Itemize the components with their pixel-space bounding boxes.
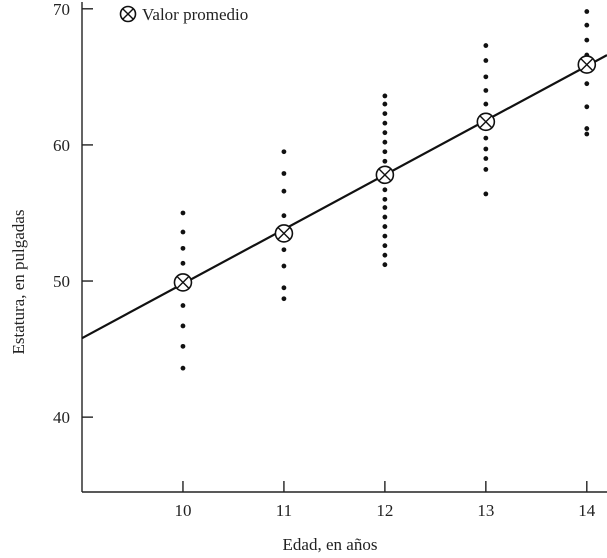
axes — [81, 2, 607, 493]
legend: Valor promedio — [119, 5, 248, 24]
data-point — [483, 101, 489, 107]
data-point — [281, 296, 287, 302]
data-point — [281, 171, 287, 176]
data-point — [180, 323, 186, 329]
data-point — [180, 343, 186, 349]
data-point — [382, 149, 388, 155]
x-axis-label: Edad, en años — [283, 535, 378, 554]
data-point — [584, 126, 590, 131]
data-point — [483, 74, 489, 80]
x-tick-label: 11 — [276, 501, 292, 520]
data-point — [382, 196, 388, 202]
data-point — [382, 233, 388, 239]
data-point — [382, 93, 388, 99]
y-axis-ticks: 40 50 60 70 — [53, 0, 93, 427]
data-point — [281, 247, 287, 253]
data-point — [281, 285, 287, 291]
data-point — [382, 130, 388, 136]
data-point — [584, 37, 590, 43]
legend-label: Valor promedio — [142, 5, 248, 24]
data-point — [281, 213, 287, 219]
data-point — [180, 245, 186, 251]
data-point — [382, 224, 388, 229]
y-axis-label: Estatura, en pulgadas — [9, 210, 28, 355]
data-point — [180, 365, 186, 371]
data-point — [281, 263, 287, 269]
data-point — [483, 58, 489, 63]
average-marker — [274, 224, 294, 243]
data-point — [382, 262, 388, 268]
data-point — [382, 252, 388, 258]
data-point — [281, 149, 287, 155]
data-point — [382, 139, 388, 145]
regression-line-group — [81, 54, 607, 340]
y-tick-label: 70 — [53, 0, 70, 19]
data-point — [483, 43, 489, 48]
data-point — [382, 101, 388, 107]
data-point — [584, 104, 590, 110]
data-point — [483, 88, 489, 93]
x-axis-ticks: 10 11 12 13 14 — [174, 481, 596, 520]
average-marker — [476, 112, 496, 132]
data-point — [584, 81, 590, 87]
data-point — [483, 167, 489, 172]
regression-line — [81, 54, 607, 340]
average-marker — [375, 165, 395, 185]
data-point — [382, 158, 388, 164]
data-point — [382, 111, 388, 117]
average-marker — [173, 273, 193, 292]
average-markers — [173, 55, 597, 292]
y-tick-label: 60 — [53, 136, 70, 155]
y-tick-label: 50 — [53, 272, 70, 291]
data-point — [180, 210, 186, 216]
data-point — [584, 131, 590, 137]
data-point — [382, 187, 388, 193]
data-point — [180, 229, 186, 235]
data-point — [584, 9, 590, 14]
x-tick-label: 13 — [477, 501, 494, 520]
data-points — [180, 9, 590, 371]
data-point — [180, 303, 186, 308]
data-point — [382, 214, 388, 220]
data-point — [584, 22, 590, 28]
data-point — [382, 243, 388, 249]
x-tick-label: 10 — [174, 501, 191, 520]
x-tick-label: 14 — [578, 501, 596, 520]
data-point — [382, 120, 388, 126]
data-point — [180, 260, 186, 266]
data-point — [483, 191, 489, 197]
data-point — [382, 205, 388, 210]
x-tick-label: 12 — [376, 501, 393, 520]
data-point — [483, 135, 489, 141]
data-point — [483, 156, 489, 161]
y-tick-label: 40 — [53, 408, 70, 427]
average-value-legend-symbol — [119, 5, 137, 23]
data-point — [281, 188, 287, 194]
average-marker — [577, 55, 597, 74]
data-point — [483, 146, 489, 152]
average-value-legend-icon — [119, 5, 137, 23]
